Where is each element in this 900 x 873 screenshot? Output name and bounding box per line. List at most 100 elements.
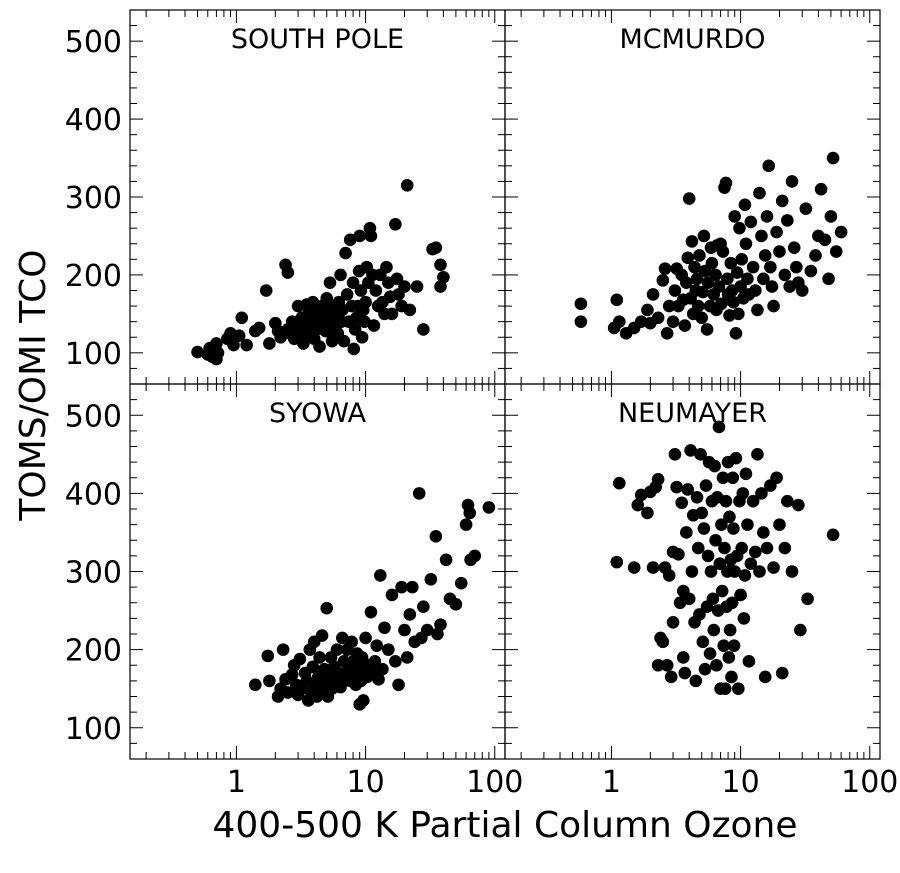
- data-point: [715, 584, 729, 598]
- data-point: [293, 652, 307, 666]
- y-tick-label: 100: [65, 337, 122, 372]
- data-point: [718, 682, 732, 695]
- data-points: [249, 487, 496, 711]
- data-point: [755, 487, 768, 500]
- data-point: [249, 678, 262, 692]
- data-point: [682, 192, 696, 205]
- y-tick-label: 200: [65, 259, 122, 294]
- data-point: [713, 557, 727, 570]
- data-point: [746, 494, 760, 508]
- data-point: [211, 346, 225, 360]
- data-point: [719, 494, 733, 508]
- data-point: [785, 565, 799, 578]
- data-point: [459, 518, 473, 531]
- data-point: [676, 651, 690, 664]
- data-point: [315, 629, 329, 642]
- data-point: [690, 490, 704, 504]
- data-point: [801, 592, 814, 606]
- data-point: [612, 315, 626, 328]
- data-point: [689, 674, 703, 688]
- data-point: [680, 526, 693, 539]
- data-point: [728, 565, 741, 578]
- data-point: [701, 276, 715, 290]
- data-point: [706, 592, 720, 606]
- data-point: [824, 210, 838, 223]
- data-point: [696, 635, 710, 649]
- data-point: [656, 274, 670, 287]
- data-point: [353, 229, 366, 243]
- data-point: [698, 662, 712, 676]
- data-point: [770, 225, 783, 239]
- data-point: [681, 483, 695, 496]
- data-point: [359, 631, 372, 645]
- data-point: [672, 548, 685, 561]
- data-point: [651, 658, 665, 672]
- data-point: [738, 198, 752, 212]
- data-point: [651, 473, 665, 486]
- data-point: [685, 235, 699, 248]
- data-point: [767, 561, 780, 574]
- data-point: [770, 471, 783, 485]
- data-point: [627, 561, 641, 574]
- data-point: [668, 448, 682, 461]
- data-point: [337, 334, 351, 348]
- data-point: [719, 176, 733, 190]
- data-point: [662, 569, 676, 582]
- data-point: [735, 253, 749, 266]
- data-point: [403, 303, 417, 317]
- data-point: [612, 476, 626, 490]
- data-point: [708, 459, 721, 473]
- panel-neumayer: 1 10 100 NEUMAYER: [504, 383, 898, 800]
- data-point: [400, 179, 414, 192]
- data-point: [716, 245, 730, 258]
- data-point: [449, 598, 463, 611]
- data-point: [785, 175, 799, 188]
- data-point: [434, 618, 447, 631]
- data-point: [804, 264, 818, 278]
- panel-title: NEUMAYER: [618, 398, 767, 429]
- data-point: [751, 448, 764, 461]
- data-point: [574, 297, 588, 311]
- data-point: [744, 557, 758, 570]
- x-axis-label: 400-500 K Partial Column Ozone: [212, 805, 797, 846]
- data-point: [364, 605, 378, 619]
- data-point: [380, 260, 393, 274]
- data-point: [809, 249, 822, 262]
- data-point: [664, 670, 678, 684]
- data-point: [424, 573, 438, 586]
- y-tick-label: 400: [65, 103, 122, 138]
- x-tick-label: 1: [602, 765, 621, 800]
- data-point: [281, 266, 295, 279]
- data-point: [787, 241, 801, 254]
- data-point: [437, 270, 450, 284]
- data-point: [400, 651, 414, 664]
- data-point: [285, 668, 299, 681]
- data-point: [764, 260, 777, 274]
- data-point: [695, 311, 709, 325]
- data-point: [739, 237, 753, 251]
- data-point: [670, 480, 683, 494]
- data-point: [693, 249, 706, 262]
- data-point: [732, 682, 745, 695]
- data-point: [826, 151, 840, 165]
- panel-south-pole: 100 200 300 400 500 SOUTH POLE: [65, 9, 506, 385]
- data-point: [694, 448, 707, 461]
- data-point: [340, 288, 354, 301]
- data-point: [775, 666, 789, 680]
- data-point: [690, 272, 704, 286]
- data-point: [737, 612, 751, 625]
- data-point: [406, 580, 419, 594]
- data-point: [729, 451, 743, 465]
- data-point: [734, 588, 747, 602]
- panel-syowa: 1 10 100 100 200 300 400 500 SYOWA: [65, 383, 523, 800]
- data-point: [666, 315, 680, 328]
- data-point: [429, 530, 443, 543]
- data-point: [297, 337, 310, 350]
- data-point: [658, 262, 672, 275]
- data-point: [662, 299, 676, 313]
- data-point: [398, 280, 411, 293]
- data-point: [705, 256, 719, 270]
- data-point: [313, 651, 326, 664]
- data-point: [725, 670, 738, 684]
